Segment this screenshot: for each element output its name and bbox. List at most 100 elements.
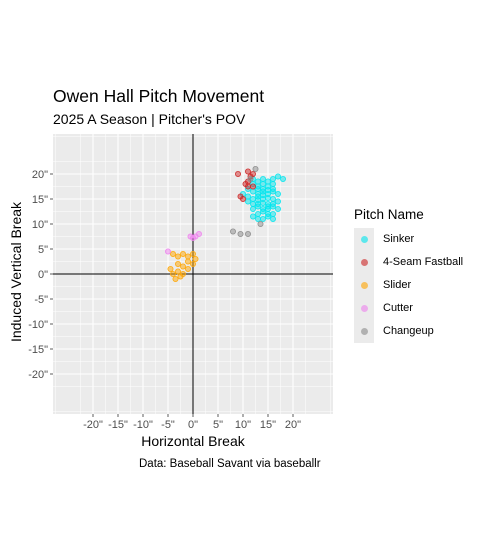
point-sinker xyxy=(249,213,256,220)
point-slider xyxy=(169,270,176,277)
y-tick-label: 10" xyxy=(32,219,48,231)
point-sinker xyxy=(269,188,276,195)
point-sinker xyxy=(259,208,266,215)
legend-marker xyxy=(361,236,368,243)
x-tick-label: -20" xyxy=(83,419,103,431)
legend-label: Slider xyxy=(383,279,412,291)
point-slider xyxy=(189,260,196,267)
point-sinker xyxy=(274,198,281,205)
point-sinker xyxy=(264,186,271,193)
x-tick-label: -15" xyxy=(108,419,128,431)
point-sinker xyxy=(269,195,276,202)
legend-marker xyxy=(361,305,368,312)
point-sinker xyxy=(249,200,256,207)
x-tick-label: 0" xyxy=(188,419,198,431)
point-changeup xyxy=(257,220,264,227)
legend-marker xyxy=(361,282,368,289)
x-tick-label: 15" xyxy=(260,419,276,431)
point-changeup xyxy=(247,175,254,182)
point-sinker xyxy=(249,188,256,195)
point-cutter xyxy=(195,230,202,237)
axis-ticks: -20" -15" -10" -5" 0" 5" 10" 15" 20" 20" 15" 10" 5" 0… xyxy=(28,169,301,431)
point-sinker xyxy=(264,213,271,220)
point-sinker xyxy=(259,199,266,206)
point-sinker xyxy=(254,215,261,222)
y-tick-label: 0" xyxy=(38,269,48,281)
point-sinker xyxy=(259,180,266,187)
x-tick-label: 10" xyxy=(235,419,251,431)
point-4-seam-fastball xyxy=(249,183,256,190)
legend-key xyxy=(354,320,374,343)
point-cutter xyxy=(164,248,171,255)
point-sinker xyxy=(244,193,251,200)
legend-key xyxy=(354,274,374,297)
point-slider xyxy=(184,265,191,272)
point-slider xyxy=(167,265,174,272)
point-slider xyxy=(189,250,196,257)
legend-key xyxy=(354,251,374,274)
point-sinker xyxy=(269,210,276,217)
y-axis-label: Induced Vertical Break xyxy=(8,201,24,342)
point-sinker xyxy=(244,198,251,205)
point-changeup xyxy=(244,230,251,237)
point-4-seam-fastball xyxy=(239,195,246,202)
chart-caption: Data: Baseball Savant via baseballr xyxy=(139,458,321,470)
point-4-seam-fastball xyxy=(244,168,251,175)
point-sinker xyxy=(259,191,266,198)
point-sinker xyxy=(254,203,261,210)
point-slider xyxy=(177,273,184,280)
point-slider xyxy=(192,255,199,262)
point-sinker xyxy=(269,203,276,210)
legend-marker xyxy=(361,328,368,335)
point-sinker xyxy=(269,215,276,222)
legend-label: 4-Seam Fastball xyxy=(383,256,464,268)
point-sinker xyxy=(254,196,261,203)
point-sinker xyxy=(249,205,256,212)
chart-subtitle: 2025 A Season | Pitcher's POV xyxy=(53,111,246,127)
point-slider xyxy=(174,253,181,260)
point-sinker xyxy=(269,180,276,187)
y-tick-label: -15" xyxy=(28,344,48,356)
x-tick-label: 5" xyxy=(213,419,223,431)
point-sinker xyxy=(269,175,276,182)
y-tick-label: 20" xyxy=(32,169,48,181)
point-cutter xyxy=(189,234,196,241)
point-slider xyxy=(172,275,179,282)
reference-lines xyxy=(53,134,333,414)
x-tick-label: 20" xyxy=(285,419,301,431)
legend-marker xyxy=(361,259,368,266)
legend-label: Cutter xyxy=(383,302,413,314)
point-changeup xyxy=(229,228,236,235)
y-tick-label: -10" xyxy=(28,319,48,331)
y-tick-label: -20" xyxy=(28,369,48,381)
chart-title: Owen Hall Pitch Movement xyxy=(53,86,265,106)
legend-key xyxy=(354,297,374,320)
x-tick-label: -10" xyxy=(133,419,153,431)
legend-label: Changeup xyxy=(383,325,434,337)
point-sinker xyxy=(249,195,256,202)
legend-title: Pitch Name xyxy=(354,207,424,222)
point-changeup xyxy=(237,230,244,237)
point-sinker xyxy=(259,175,266,182)
point-sinker xyxy=(254,185,261,192)
y-tick-label: 15" xyxy=(32,194,48,206)
point-4-seam-fastball xyxy=(234,170,241,177)
y-tick-label: -5" xyxy=(34,294,48,306)
point-4-seam-fastball xyxy=(244,183,251,190)
legend-label: Sinker xyxy=(383,233,415,245)
point-sinker xyxy=(264,194,271,201)
point-slider xyxy=(174,260,181,267)
point-slider xyxy=(179,250,186,257)
point-sinker xyxy=(259,215,266,222)
point-sinker xyxy=(274,205,281,212)
point-slider xyxy=(184,253,191,260)
point-4-seam-fastball xyxy=(249,170,256,177)
point-sinker xyxy=(254,178,261,185)
legend-key xyxy=(354,228,374,251)
point-sinker xyxy=(254,210,261,217)
point-slider xyxy=(184,258,191,265)
y-tick-label: 5" xyxy=(38,244,48,256)
x-axis-label: Horizontal Break xyxy=(141,433,245,449)
